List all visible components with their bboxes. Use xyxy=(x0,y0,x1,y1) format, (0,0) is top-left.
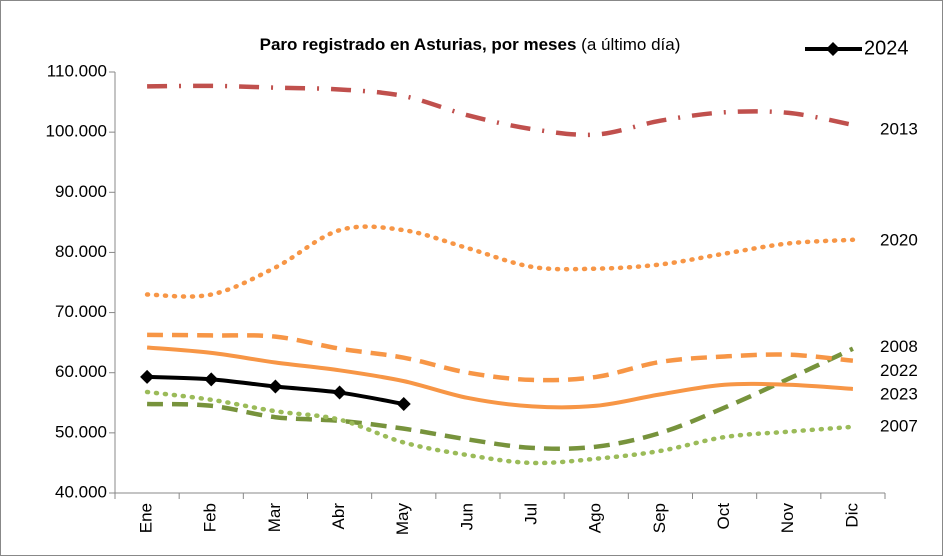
series-line xyxy=(146,345,854,410)
x-tick-label: Sep xyxy=(650,503,669,533)
legend-label: 2024 xyxy=(864,37,909,59)
point-marker xyxy=(396,396,411,411)
chart-title: Paro registrado en Asturias, por meses xyxy=(260,35,577,54)
x-tick-label: Dic xyxy=(842,503,861,528)
series-line xyxy=(144,224,856,299)
y-tick-label: 80.000 xyxy=(55,242,107,261)
series-line xyxy=(147,346,854,451)
y-tick-label: 100.000 xyxy=(46,122,107,141)
y-tick-label: 70.000 xyxy=(55,302,107,321)
x-tick-label: Ago xyxy=(586,503,605,533)
series-label: 2008 xyxy=(880,337,918,356)
series-label: 2023 xyxy=(880,384,918,403)
y-tick-label: 40.000 xyxy=(55,482,107,501)
x-tick-label: Mar xyxy=(265,503,284,533)
chart-subtitle: (a último día) xyxy=(581,35,680,54)
series-label: 2007 xyxy=(880,416,918,435)
x-tick-label: Nov xyxy=(778,503,797,534)
series-line xyxy=(144,389,856,466)
series-label: 2022 xyxy=(880,361,918,380)
x-tick-label: Feb xyxy=(201,503,220,532)
chart-title-group: Paro registrado en Asturias, por meses (… xyxy=(260,35,681,54)
x-tick-label: Jul xyxy=(522,503,541,525)
y-tick-label: 90.000 xyxy=(55,182,107,201)
y-tick-label: 110.000 xyxy=(47,61,107,80)
point-marker xyxy=(268,379,283,394)
series-line xyxy=(147,332,854,383)
y-tick-label: 60.000 xyxy=(55,362,107,381)
series-label: 2013 xyxy=(880,119,918,138)
point-marker xyxy=(140,369,155,384)
x-tick-label: May xyxy=(393,503,412,536)
series-label: 2020 xyxy=(880,230,918,249)
x-tick-label: Oct xyxy=(714,503,733,530)
x-tick-label: Abr xyxy=(329,503,348,530)
point-marker xyxy=(332,385,347,400)
legend-marker xyxy=(826,42,840,56)
x-tick-label: Ene xyxy=(137,503,156,533)
x-tick-label: Jun xyxy=(457,503,476,530)
point-marker xyxy=(204,372,219,387)
y-tick-label: 50.000 xyxy=(55,422,107,441)
